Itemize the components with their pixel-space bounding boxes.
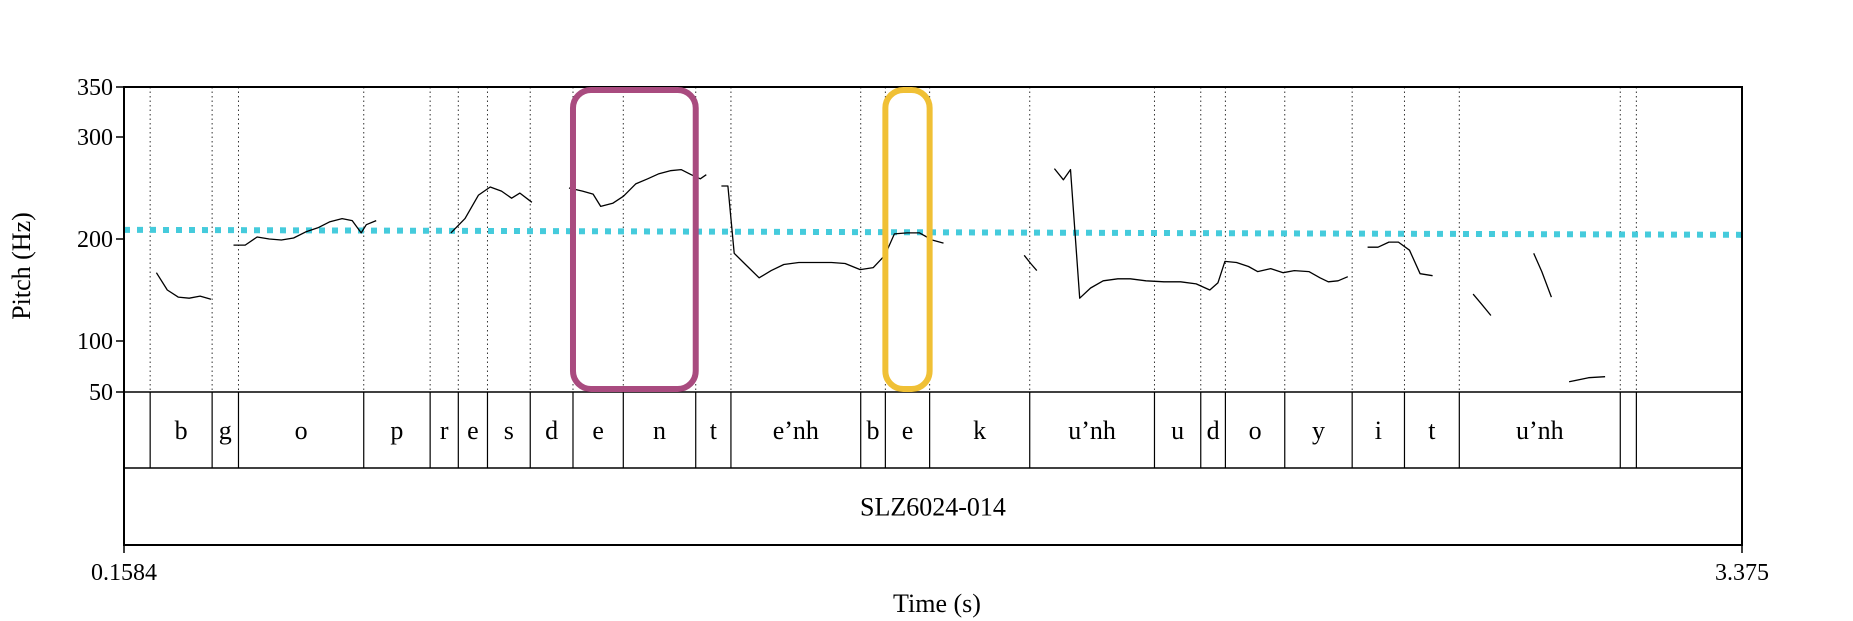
tier-backgrounds xyxy=(124,392,1742,545)
segment-label: u xyxy=(1171,416,1184,445)
segment-label: r xyxy=(440,416,449,445)
pitch-track-group xyxy=(155,168,1606,383)
segment-label: e xyxy=(592,416,604,445)
pitch-contour xyxy=(1533,253,1553,298)
pitch-contour xyxy=(155,272,212,300)
y-axis-title: Pitch (Hz) xyxy=(7,212,36,320)
segment-labels: b g o p r e s d e n t e’nh b e k u’nh u d o y i t u’nhSLZ6024-… xyxy=(175,416,1564,522)
reference-line-group xyxy=(123,226,1743,238)
reference-line xyxy=(123,226,1743,238)
pitch-contour xyxy=(721,185,944,279)
boundary-lines xyxy=(149,87,1637,468)
segment-label: t xyxy=(710,416,718,445)
y-tick-label: 350 xyxy=(77,75,113,101)
y-tick-label: 200 xyxy=(77,227,113,253)
pitch-contour xyxy=(450,186,533,234)
segment-label: u’nh xyxy=(1068,416,1116,445)
segment-label: e’nh xyxy=(773,416,819,445)
plot-frame xyxy=(123,86,1743,546)
pitch-contour xyxy=(1023,254,1038,272)
segment-label: s xyxy=(504,416,514,445)
segment-label: i xyxy=(1375,416,1382,445)
segment-label: k xyxy=(973,416,986,445)
y-axis-ticks: 50 100 200 300 350 xyxy=(77,75,124,406)
pitch-contour xyxy=(1568,376,1606,383)
pitch-contour xyxy=(568,168,707,208)
x-axis-ticks: 0.1584 3.375 xyxy=(91,545,1769,586)
segment-label: g xyxy=(219,416,232,445)
highlight-box xyxy=(882,87,933,392)
segment-label: o xyxy=(295,416,308,445)
pitch-contour xyxy=(1053,168,1349,299)
file-tier-background xyxy=(124,468,1742,545)
x-tick-label: 3.375 xyxy=(1715,560,1769,586)
pitch-contour xyxy=(1472,293,1492,316)
segment-label: b xyxy=(867,416,880,445)
segment-label: u’nh xyxy=(1516,416,1564,445)
file-label: SLZ6024-014 xyxy=(860,493,1006,522)
segment-label: d xyxy=(545,416,558,445)
x-tick-label: 0.1584 xyxy=(91,560,157,586)
segment-label: e xyxy=(902,416,914,445)
segment-label: t xyxy=(1428,416,1436,445)
y-tick-label: 100 xyxy=(77,329,113,355)
highlight-boxes xyxy=(569,87,933,392)
segment-label: d xyxy=(1207,416,1220,445)
plot-frames xyxy=(123,86,1743,546)
segment-label: p xyxy=(390,416,403,445)
highlight-box xyxy=(569,87,699,392)
segment-label: y xyxy=(1312,416,1325,445)
segment-label: b xyxy=(175,416,188,445)
segment-label: n xyxy=(653,416,666,445)
segment-label: o xyxy=(1249,416,1262,445)
segment-tier-background xyxy=(124,392,1742,468)
x-axis-title: Time (s) xyxy=(893,589,981,618)
pitch-contour xyxy=(1367,241,1433,277)
pitch-contour xyxy=(233,217,377,246)
y-tick-label: 300 xyxy=(77,125,113,151)
y-tick-label: 50 xyxy=(89,380,113,406)
segment-label: e xyxy=(467,416,479,445)
